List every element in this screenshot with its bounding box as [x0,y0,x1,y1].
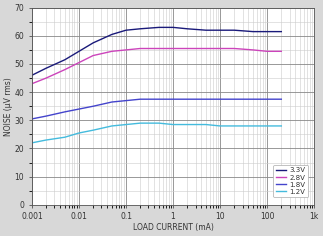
Line: 2.8V: 2.8V [32,49,281,84]
1.2V [279,125,283,127]
2.8V [171,47,175,50]
1.2V [110,125,114,127]
1.8V [110,101,114,103]
3.3V [265,30,269,33]
3.3V [218,29,222,32]
3.3V [44,67,48,70]
1.2V [265,125,269,127]
2.8V [218,47,222,50]
3.3V [204,29,208,32]
2.8V [110,50,114,53]
1.2V [218,125,222,127]
3.3V [251,30,255,33]
3.3V [279,30,283,33]
2.8V [279,50,283,53]
3.3V [185,27,189,30]
1.2V [77,132,81,135]
1.2V [171,123,175,126]
1.2V [63,136,67,139]
Line: 1.2V: 1.2V [32,123,281,143]
1.8V [185,98,189,101]
3.3V [77,50,81,53]
1.8V [171,98,175,101]
Legend: 3.3V, 2.8V, 1.8V, 1.2V: 3.3V, 2.8V, 1.8V, 1.2V [273,165,308,197]
2.8V [232,47,236,50]
1.2V [44,139,48,141]
2.8V [124,48,128,51]
Line: 1.8V: 1.8V [32,99,281,119]
1.2V [138,122,142,125]
1.8V [204,98,208,101]
1.8V [124,99,128,102]
1.8V [265,98,269,101]
2.8V [185,47,189,50]
1.8V [218,98,222,101]
2.8V [251,48,255,51]
1.2V [91,129,95,132]
2.8V [63,68,67,71]
3.3V [232,29,236,32]
1.2V [232,125,236,127]
1.8V [30,118,34,120]
Y-axis label: NOISE (μV rms): NOISE (μV rms) [4,77,13,136]
1.2V [204,123,208,126]
3.3V [91,42,95,44]
3.3V [63,58,67,61]
3.3V [110,33,114,36]
1.8V [77,108,81,110]
2.8V [204,47,208,50]
2.8V [138,47,142,50]
3.3V [30,74,34,77]
2.8V [157,47,161,50]
1.2V [30,141,34,144]
1.8V [279,98,283,101]
2.8V [265,50,269,53]
1.8V [232,98,236,101]
3.3V [124,29,128,32]
2.8V [44,77,48,80]
1.8V [91,105,95,108]
1.8V [251,98,255,101]
1.8V [44,115,48,118]
1.2V [251,125,255,127]
Line: 3.3V: 3.3V [32,27,281,75]
1.8V [157,98,161,101]
X-axis label: LOAD CURRENT (mA): LOAD CURRENT (mA) [133,223,214,232]
1.8V [138,98,142,101]
1.2V [124,123,128,126]
3.3V [171,26,175,29]
2.8V [91,54,95,57]
3.3V [157,26,161,29]
1.8V [63,110,67,113]
1.2V [157,122,161,125]
2.8V [30,82,34,85]
2.8V [77,61,81,64]
1.2V [185,123,189,126]
3.3V [138,27,142,30]
